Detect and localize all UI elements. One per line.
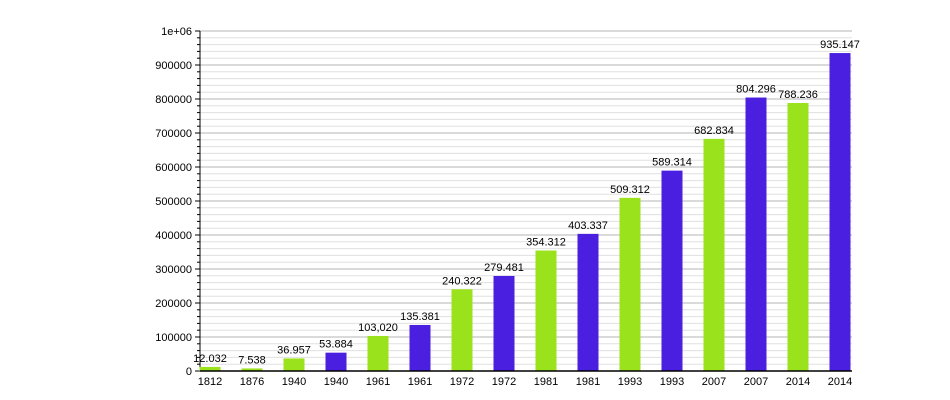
data-label: 509.312	[610, 184, 650, 196]
x-tick-label: 1812	[198, 376, 222, 388]
bar	[493, 275, 515, 371]
data-label: 788.236	[778, 89, 818, 101]
x-tick-label: 1972	[492, 376, 516, 388]
x-tick-label: 1961	[366, 376, 390, 388]
x-tick-label: 1981	[576, 376, 600, 388]
bar	[535, 250, 557, 371]
data-label: 935.147	[820, 39, 860, 51]
data-label: 682.834	[694, 125, 734, 137]
bar	[451, 289, 473, 371]
y-tick-label: 0	[186, 366, 192, 378]
data-label: 403.337	[568, 220, 608, 232]
x-tick-label: 2014	[786, 376, 810, 388]
bar	[661, 170, 683, 371]
x-tick-label: 1876	[240, 376, 264, 388]
data-label: 135.381	[400, 311, 440, 323]
data-label: 53.884	[319, 339, 353, 351]
x-tick-label: 1940	[324, 376, 348, 388]
data-label: 354.312	[526, 237, 566, 249]
y-tick-label: 300000	[155, 264, 192, 276]
bar	[619, 197, 641, 371]
x-tick-label: 2007	[744, 376, 768, 388]
data-label: 240.322	[442, 275, 482, 287]
x-tick-label: 2007	[702, 376, 726, 388]
bar	[829, 53, 851, 371]
x-tick-label: 1972	[450, 376, 474, 388]
y-tick-label: 1e+06	[161, 26, 192, 38]
y-tick-label: 100000	[155, 332, 192, 344]
data-label: 589.314	[652, 157, 692, 169]
bar	[199, 366, 221, 371]
y-tick-label: 800000	[155, 94, 192, 106]
data-label: 804.296	[736, 84, 776, 96]
bar	[325, 352, 347, 371]
data-label: 103,020	[358, 322, 398, 334]
x-tick-label: 1961	[408, 376, 432, 388]
bar	[367, 335, 389, 371]
bar	[241, 368, 263, 371]
y-tick-label: 400000	[155, 230, 192, 242]
x-tick-label: 1993	[618, 376, 642, 388]
bar	[745, 97, 767, 371]
data-label: 7.538	[238, 354, 266, 366]
y-tick-label: 600000	[155, 162, 192, 174]
bar	[577, 233, 599, 371]
data-label: 279.481	[484, 262, 524, 274]
data-label: 12.032	[193, 353, 227, 365]
y-tick-label: 900000	[155, 60, 192, 72]
bar	[787, 102, 809, 372]
y-tick-label: 500000	[155, 196, 192, 208]
x-tick-label: 1940	[282, 376, 306, 388]
y-tick-label: 700000	[155, 128, 192, 140]
bar	[409, 324, 431, 371]
data-label: 36.957	[277, 344, 311, 356]
y-tick-label: 200000	[155, 298, 192, 310]
x-tick-label: 1993	[660, 376, 684, 388]
x-tick-label: 1981	[534, 376, 558, 388]
bar	[283, 358, 305, 371]
x-tick-label: 2014	[828, 376, 852, 388]
bar	[703, 138, 725, 371]
